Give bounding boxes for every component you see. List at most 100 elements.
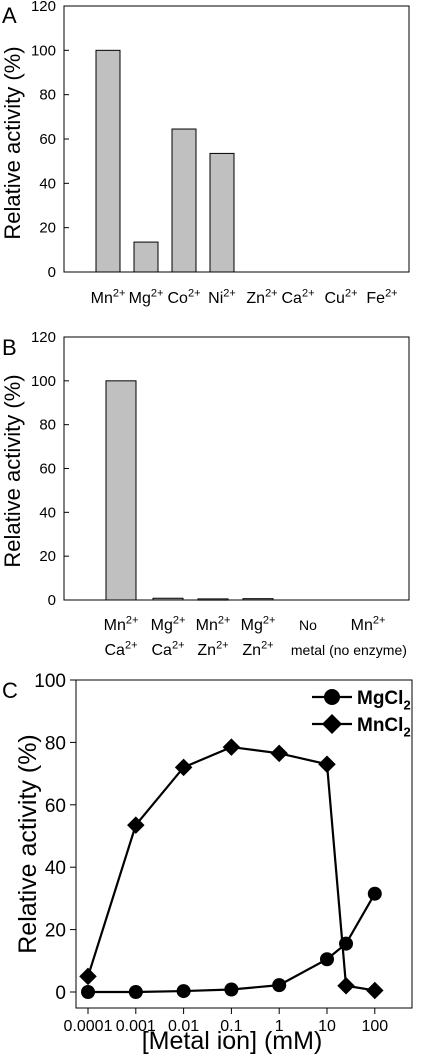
pb-x-tick-label-line1: No [299, 617, 317, 633]
pb-x-tick-label-line2-base: Ca [105, 642, 126, 659]
pc-x-tick-label: 100 [361, 1018, 388, 1035]
pb-x-tick-label-line1-base: Mg [151, 617, 173, 634]
pa-x-tick-label-base: Cu [325, 290, 345, 307]
pa-y-tick-label: 80 [39, 87, 56, 104]
pa-x-tick-label: Ni2+ [208, 287, 236, 307]
pb-x-tick-label-line1-sup: 2+ [373, 614, 386, 626]
pc-series-line [88, 893, 376, 994]
panel-c: C Relative activity (%) [Metal ion] (mM)… [2, 671, 413, 1055]
pc-series-diamond [79, 738, 384, 1000]
pc-data-point [272, 978, 287, 993]
pb-x-tick-label-line1-sup: 2+ [218, 614, 231, 626]
pa-x-tick-label-sup: 2+ [151, 287, 164, 299]
pc-legend-label: MgCl2 [357, 688, 411, 713]
pc-data-point [366, 981, 384, 1000]
pb-y-tick-label: 0 [48, 592, 56, 609]
pb-x-tick-label-line2: (no enzyme) [329, 642, 407, 658]
pa-x-tick-label: Mg2+ [129, 287, 164, 307]
pa-x-tick-label-base: Zn [246, 290, 265, 307]
pb-bar [152, 597, 184, 601]
pb-bar [197, 598, 229, 601]
pb-x-tick-label-line2-sup: 2+ [125, 639, 138, 651]
panel-b: B Relative activity (%) 020406080100120 … [0, 329, 410, 659]
pc-y-tick-label: 40 [45, 858, 66, 879]
pc-x-tick-label: 10 [318, 1018, 336, 1035]
pc-data-point [81, 985, 95, 999]
pc-x-tick-label: 0.001 [116, 1018, 156, 1035]
pa-x-tick-label: Cu2+ [325, 287, 358, 307]
pc-data-point [174, 758, 193, 777]
pc-data-point [176, 984, 191, 999]
pb-x-tick-label-line2: Ca2+ [105, 639, 138, 659]
pc-data-point [222, 738, 241, 756]
pb-y-tick-label: 100 [31, 373, 56, 390]
panel-label-a: A [2, 3, 17, 28]
pa-x-tick-label: Ca2+ [282, 287, 315, 307]
pb-y-tick-label: 20 [39, 548, 56, 565]
panel-a: A Relative activity (%) 020406080100120 … [0, 0, 410, 307]
pa-x-tick-label-base: Fe [366, 290, 385, 307]
pc-data-point [320, 952, 334, 967]
panel-b-y-axis-label: Relative activity (%) [0, 374, 25, 567]
panel-a-bars [95, 49, 235, 273]
pb-y-tick-label: 60 [39, 461, 56, 478]
pb-y-tick-label: 80 [39, 417, 56, 434]
pb-x-tick-label-line1-base: Mn [104, 617, 126, 634]
pb-x-tick-label-line2-base: (no enzyme) [329, 642, 407, 658]
pa-x-tick-label-sup: 2+ [385, 287, 398, 299]
panel-a-y-axis-label: Relative activity (%) [0, 46, 25, 239]
pa-x-tick-label-sup: 2+ [223, 287, 236, 299]
pb-x-tick-label-line1-base: Mn [196, 617, 218, 634]
pc-x-tick-label: 0.01 [168, 1018, 199, 1035]
pb-x-tick-label-line2: Zn2+ [197, 639, 228, 659]
pc-data-point [367, 886, 382, 901]
pc-x-tick-label: 1 [275, 1018, 284, 1035]
panel-label-c: C [2, 678, 18, 703]
pb-x-tick-label-line1-base: Mg [241, 617, 263, 634]
pa-x-tick-label-base: Mn [91, 290, 113, 307]
panel-c-plot-frame [75, 679, 413, 1009]
pb-x-tick-label-line2: Zn2+ [242, 639, 273, 659]
pc-data-point [337, 977, 355, 995]
pb-x-tick-label-line1-base: No [299, 617, 317, 633]
pb-x-tick-label-line2-sup: 2+ [172, 639, 185, 651]
pc-x-tick-label: 0.0001 [64, 1018, 113, 1035]
pb-x-tick-label-line1: Mg2+ [241, 614, 276, 634]
panel-a-y-ticks: 0 20 40 60 80 100 120 [31, 0, 69, 281]
pa-x-tick-label-base: Ni [208, 290, 223, 307]
pc-legend-marker [322, 714, 342, 734]
pc-y-tick-label: 20 [45, 921, 66, 942]
panel-b-x-tick-labels: Mn2+Ca2+Mg2+Ca2+Mn2+Zn2+Mg2+Zn2+NometalM… [104, 614, 407, 659]
pa-x-tick-label: Zn2+ [246, 287, 277, 307]
pb-y-tick-label: 120 [31, 329, 56, 346]
pa-x-tick-label: Co2+ [168, 287, 201, 307]
panel-c-x-ticks: 0.0001 0.001 0.01 0.1 1 10 100 [64, 1008, 388, 1035]
pc-legend-label-base: MnCl [357, 715, 403, 736]
pc-legend-label-base: MgCl [357, 688, 403, 709]
pa-bar [95, 49, 121, 273]
pc-y-tick-label: 60 [45, 796, 66, 817]
pc-legend-label-sub: 2 [403, 725, 410, 740]
panel-c-series [79, 738, 384, 1000]
pc-y-tick-label: 80 [45, 733, 66, 754]
pb-bar [242, 598, 274, 601]
pb-x-tick-label-line1: Mg2+ [151, 614, 186, 634]
panel-label-b: B [2, 335, 17, 360]
panel-c-y-axis-label: Relative activity (%) [14, 734, 42, 954]
pc-data-point [127, 816, 145, 834]
pa-x-tick-label-sup: 2+ [345, 287, 358, 299]
pb-x-tick-label-line1-sup: 2+ [173, 614, 186, 626]
pa-x-tick-label-sup: 2+ [188, 287, 201, 299]
pc-data-point [128, 985, 143, 999]
pa-x-tick-label-sup: 2+ [265, 287, 278, 299]
pb-x-tick-label-line2-base: Zn [197, 642, 216, 659]
panel-b-y-ticks: 0 20 40 60 80 100 120 [31, 329, 69, 609]
pa-bar [133, 241, 159, 273]
pb-x-tick-label-line2: metal [291, 642, 325, 658]
pb-x-tick-label-line2: Ca2+ [152, 639, 185, 659]
pc-legend-label: MnCl2 [357, 715, 411, 740]
pb-x-tick-label-line1: Mn2+ [196, 614, 231, 634]
pc-series-circle [81, 886, 382, 999]
pc-y-tick-label: 100 [34, 671, 66, 692]
